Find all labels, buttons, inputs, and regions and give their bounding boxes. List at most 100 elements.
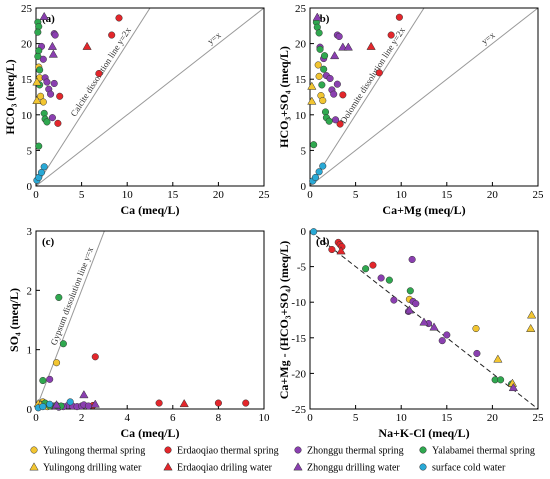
data-point	[108, 31, 116, 39]
x-tick-label: 15	[441, 412, 453, 424]
x-tick-label: 6	[170, 412, 176, 424]
x-tick-label: 20	[487, 412, 499, 424]
series-yulingong-thermal-spring	[314, 61, 327, 105]
data-point	[497, 376, 505, 384]
data-point	[54, 119, 62, 127]
reference-line	[36, 231, 105, 409]
series-erdaoqiao-thermal-spring	[336, 13, 403, 128]
reference-line-label: Dolomite dissolution line y=2x	[338, 25, 407, 125]
data-point	[419, 317, 429, 326]
series-yalabamei-thermal-spring	[362, 265, 516, 388]
data-point	[39, 98, 47, 106]
y-tick-label: 5	[301, 145, 307, 157]
y-axis-label: HCO₃+SO₄ (meq/L)	[277, 46, 291, 148]
data-point	[46, 375, 54, 383]
data-point	[95, 69, 103, 78]
data-point	[39, 11, 49, 20]
data-point	[51, 31, 59, 39]
y-tick-label: -5	[297, 262, 307, 274]
x-axis-label: Ca (meq/L)	[121, 426, 180, 440]
data-point	[366, 41, 376, 50]
data-point	[315, 72, 323, 80]
x-axis-label: Na+K-Cl (meq/L)	[378, 426, 469, 440]
y-tick-label: 1	[27, 345, 33, 357]
series-zhonggu-drilling-water	[404, 305, 519, 392]
y-tick-label: 10	[295, 110, 307, 122]
legend-label: Yalabamei thermal spring	[432, 446, 535, 457]
data-point	[79, 390, 89, 399]
series-surface-cold-water	[33, 163, 48, 184]
data-point	[242, 399, 250, 407]
data-point	[32, 95, 42, 104]
legend-label: surface cold water	[432, 463, 506, 474]
reference-line	[310, 8, 425, 186]
x-tick-label: 25	[259, 189, 271, 201]
data-point	[39, 55, 47, 63]
reference-line-label: y=x	[479, 30, 497, 47]
data-point	[36, 66, 44, 74]
legend-marker	[419, 446, 427, 454]
y-tick-label: 25	[21, 3, 33, 15]
data-point	[321, 52, 329, 60]
y-axis-label: HCO₃ (meq/L)	[3, 59, 17, 134]
x-tick-label: 10	[259, 412, 271, 424]
y-tick-label: 2	[27, 285, 33, 297]
data-point	[47, 41, 58, 50]
data-point	[331, 116, 340, 124]
plot-frame	[35, 230, 265, 410]
data-point	[369, 261, 377, 269]
data-point	[311, 173, 320, 182]
x-tick-label: 0	[33, 412, 39, 424]
series-yulingong-drilling-water	[493, 310, 537, 387]
y-tick-label: 15	[295, 74, 307, 86]
data-point	[375, 69, 383, 77]
data-point	[307, 81, 317, 90]
data-point	[472, 324, 480, 333]
x-tick-label: 5	[79, 189, 85, 201]
plot-frame	[309, 7, 539, 187]
reference-line	[36, 8, 151, 186]
data-point	[315, 29, 323, 37]
data-point	[343, 42, 353, 51]
data-point	[319, 97, 327, 105]
data-point	[493, 354, 503, 363]
data-point	[406, 287, 414, 295]
plot-frame	[35, 7, 265, 187]
data-point	[66, 398, 74, 406]
data-point	[404, 305, 415, 314]
data-point	[115, 14, 123, 22]
data-point	[39, 403, 47, 411]
series-erdaoqiao-thermal-spring	[54, 14, 123, 127]
series-erdaoqiao-driling-water	[179, 398, 189, 408]
data-point	[91, 353, 99, 361]
legend-marker	[164, 446, 172, 454]
series-erdaoqiao-thermal-spring	[328, 238, 377, 269]
data-point	[330, 90, 338, 98]
reference-line	[36, 8, 264, 186]
series-erdaoqiao-driling-water	[82, 41, 92, 50]
data-point	[329, 51, 340, 60]
x-axis-label: Ca+Mg (meq/L)	[382, 203, 465, 217]
data-point	[47, 90, 55, 98]
series-zhonggu-thermal-spring	[316, 31, 343, 124]
data-point	[429, 322, 439, 331]
y-tick-label: 20	[21, 39, 33, 51]
data-point	[377, 274, 385, 282]
data-point	[526, 310, 537, 319]
legend-marker	[163, 462, 173, 471]
reference-line-label: Gypsum dissolution line y=x	[48, 245, 95, 346]
legend-label: Yulingong thermal spring	[43, 446, 145, 457]
data-point	[32, 77, 42, 86]
data-point	[326, 74, 334, 83]
data-point	[438, 337, 446, 345]
data-point	[34, 52, 42, 60]
x-tick-label: 25	[533, 189, 545, 201]
data-point	[325, 117, 333, 125]
data-point	[35, 142, 43, 150]
data-point	[48, 114, 56, 122]
y-tick-label: 10	[21, 110, 33, 122]
series-zhonggu-drilling-water	[39, 11, 58, 58]
panel-a: Calcite dissolution line y=2x y=x0 5 10 15 20…	[3, 3, 270, 217]
panel-label: (d)	[316, 236, 330, 248]
data-point	[82, 41, 92, 50]
